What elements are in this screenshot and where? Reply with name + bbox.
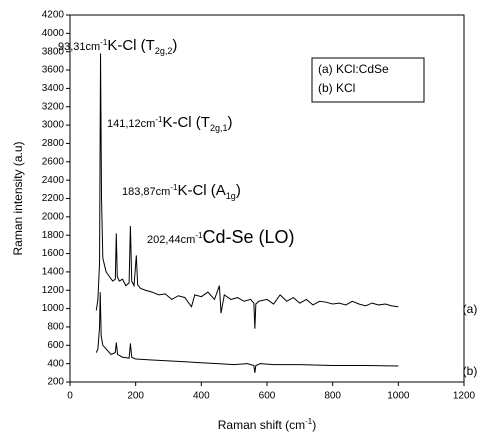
annotation-unit-sup: -1 bbox=[195, 231, 203, 240]
y-tick-label: 3800 bbox=[42, 46, 65, 57]
x-tick-label: 1200 bbox=[453, 391, 476, 402]
peak-annotation: 93,31cm-1K-Cl (T2g,2) bbox=[58, 37, 177, 56]
y-tick-label: 1800 bbox=[42, 230, 65, 241]
legend-entry: (b) KCl bbox=[318, 81, 355, 95]
y-tick-label: 1600 bbox=[42, 248, 65, 259]
legend-box bbox=[311, 57, 425, 103]
annotation-wavenumber: 183,87 bbox=[122, 186, 156, 198]
annotation-label-end: ) bbox=[236, 182, 241, 199]
annotation-unit-sup: -1 bbox=[155, 115, 163, 124]
data-line bbox=[95, 292, 399, 373]
y-tick-label: 1200 bbox=[42, 285, 65, 296]
y-tick-label: 2200 bbox=[42, 193, 65, 204]
annotation-label-end: ) bbox=[227, 114, 232, 131]
y-tick-label: 3600 bbox=[42, 65, 65, 76]
y-tick-label: 1000 bbox=[42, 303, 65, 314]
annotation-unit: cm bbox=[181, 234, 196, 246]
plot-frame bbox=[69, 14, 465, 383]
annotation-label: Cd-Se (LO) bbox=[202, 227, 294, 247]
x-tick-label: 800 bbox=[324, 391, 341, 402]
x-axis-label-sup: -1 bbox=[305, 417, 313, 426]
x-axis-label-end: ) bbox=[312, 418, 316, 432]
annotation-unit-sup: -1 bbox=[170, 183, 178, 192]
annotation-label-sub: 2g,1 bbox=[210, 123, 228, 133]
annotation-label-sub: 2g,2 bbox=[155, 46, 173, 56]
x-tick-label: 0 bbox=[67, 391, 73, 402]
y-tick-label: 2400 bbox=[42, 175, 65, 186]
peak-annotation: 202,44cm-1Cd-Se (LO) bbox=[147, 227, 294, 247]
annotation-label-end: ) bbox=[172, 37, 177, 54]
y-tick-label: 600 bbox=[47, 340, 64, 351]
annotation-label: K-Cl (A bbox=[177, 182, 225, 199]
y-axis-label: Raman intensity (a.u) bbox=[11, 141, 25, 255]
annotation-wavenumber: 202,44 bbox=[147, 234, 181, 246]
y-tick-label: 4200 bbox=[42, 10, 65, 21]
annotation-unit-sup: -1 bbox=[100, 38, 108, 47]
y-tick-label: 3400 bbox=[42, 83, 65, 94]
annotation-unit: cm bbox=[141, 118, 156, 130]
x-axis-label: Raman shift (cm-1) bbox=[218, 417, 316, 432]
y-tick-label: 400 bbox=[47, 358, 64, 369]
y-tick-label: 2800 bbox=[42, 138, 65, 149]
peak-annotation: 183,87cm-1K-Cl (A1g) bbox=[122, 182, 241, 201]
y-tick-label: 3000 bbox=[42, 120, 65, 131]
data-line bbox=[95, 53, 399, 329]
peak-annotation: 141,12cm-1K-Cl (T2g,1) bbox=[107, 114, 232, 133]
y-tick-label: 3200 bbox=[42, 101, 65, 112]
annotation-label: K-Cl (T bbox=[162, 114, 210, 131]
annotation-wavenumber: 141,12 bbox=[107, 118, 141, 130]
y-tick-label: 2600 bbox=[42, 156, 65, 167]
y-tick-label: 200 bbox=[47, 377, 64, 388]
y-tick-label: 1400 bbox=[42, 267, 65, 278]
x-tick-label: 1000 bbox=[387, 391, 410, 402]
annotation-wavenumber: 93,31 bbox=[58, 41, 86, 53]
annotation-unit: cm bbox=[156, 186, 171, 198]
x-tick-label: 600 bbox=[259, 391, 276, 402]
legend-entry: (a) KCl:CdSe bbox=[318, 62, 389, 76]
y-tick-label: 800 bbox=[47, 322, 64, 333]
curve-label: (a) bbox=[463, 302, 478, 316]
y-tick-label: 2000 bbox=[42, 211, 65, 222]
x-tick-label: 200 bbox=[127, 391, 144, 402]
annotation-label-sub: 1g bbox=[226, 191, 236, 201]
x-axis-label-text: Raman shift (cm bbox=[218, 418, 305, 432]
x-tick-label: 400 bbox=[193, 391, 210, 402]
curve-label: (b) bbox=[463, 364, 478, 378]
y-tick-label: 4000 bbox=[42, 28, 65, 39]
annotation-label: K-Cl (T bbox=[107, 37, 155, 54]
annotation-unit: cm bbox=[86, 41, 101, 53]
